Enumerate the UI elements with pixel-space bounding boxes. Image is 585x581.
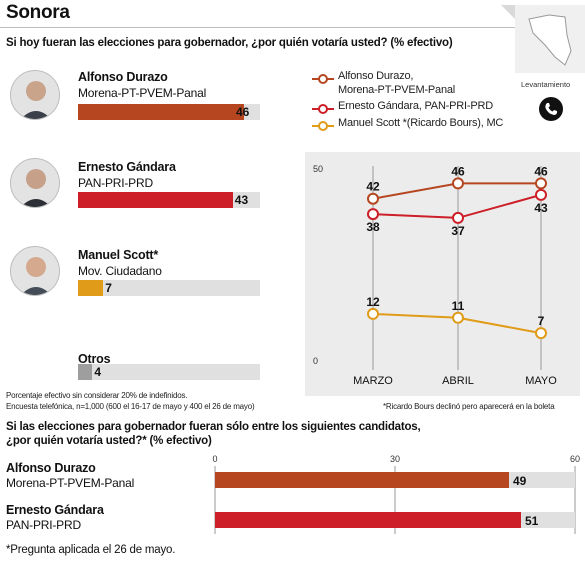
bar-value-label: 43 (234, 193, 249, 207)
data-label: 46 (451, 164, 465, 178)
candidate-name: Manuel Scott* (78, 248, 159, 262)
bar (215, 472, 509, 488)
candidate-name: Otros (78, 352, 111, 366)
data-point (367, 192, 379, 205)
candidate-name: Ernesto Gándara (6, 503, 104, 517)
data-label: 38 (366, 220, 380, 234)
data-label: 43 (534, 201, 548, 215)
data-point (535, 327, 547, 340)
title-divider (0, 27, 585, 28)
x-tick-label: MAYO (525, 375, 557, 387)
avatar-durazo (10, 70, 60, 120)
person-icon (20, 169, 52, 207)
bar-track (78, 280, 260, 296)
data-label: 7 (538, 314, 545, 328)
corner-fold (501, 5, 515, 19)
candidate-party: Mov. Ciudadano (78, 264, 162, 278)
second-question-line1: Si las elecciones para gobernador fueran… (6, 421, 421, 433)
bar-value-label: 4 (94, 365, 102, 379)
bar-value-label: 7 (105, 281, 112, 295)
data-point (535, 177, 547, 190)
bar (78, 364, 93, 380)
bar-chart-two-candidates: 0 30 60 49 51 (212, 454, 580, 534)
legend-label: Morena-PT-PVEM-Panal (338, 84, 456, 96)
candidate-name: Alfonso Durazo (6, 461, 96, 475)
data-point (452, 311, 464, 324)
legend-marker (312, 121, 334, 131)
person-icon (20, 81, 52, 119)
page-title: Sonora (6, 2, 70, 23)
data-point (367, 307, 379, 320)
legend-marker (312, 74, 334, 84)
chart-legend: Alfonso Durazo, Morena-PT-PVEM-Panal Ern… (312, 70, 522, 140)
data-label: 37 (451, 224, 465, 238)
bar-value-label: 46 (236, 105, 250, 119)
candidate-list: Alfonso Durazo Morena-PT-PVEM-Panal Erne… (0, 62, 300, 392)
legend-label: Manuel Scott *(Ricardo Bours), MC (338, 117, 504, 129)
bar-value-label: 49 (513, 474, 527, 488)
candidate-party: PAN-PRI-PRD (6, 518, 81, 532)
note-effective: Porcentaje efectivo sin considerar 20% d… (6, 391, 188, 400)
x-tick-label: 60 (570, 454, 580, 464)
footer-note: *Pregunta aplicada el 26 de mayo. (6, 544, 176, 556)
bar (215, 512, 521, 528)
data-point (535, 188, 547, 201)
data-point (367, 208, 379, 221)
legend-label: Ernesto Gándara, PAN-PRI-PRD (338, 100, 493, 112)
data-label: 46 (534, 164, 548, 178)
line-chart: 50 0 MARZO ABRIL MAYO 42 46 46 38 37 43 12 11 7 (313, 164, 557, 387)
main-question: Si hoy fueran las elecciones para gobern… (6, 37, 453, 49)
bar (78, 280, 104, 296)
data-point (452, 211, 464, 224)
x-tick-label: 30 (390, 454, 400, 464)
legend-label: Alfonso Durazo, (338, 70, 414, 82)
x-tick-label: 0 (212, 454, 217, 464)
levantamiento-label: Levantamiento (521, 80, 571, 89)
data-label: 12 (366, 295, 380, 309)
bar-value-label: 51 (525, 514, 539, 528)
sonora-map-icon (528, 14, 572, 66)
bar (78, 192, 233, 208)
data-point (452, 177, 464, 190)
legend-marker (312, 104, 334, 114)
line-chart-background (305, 152, 580, 396)
candidate-party: Morena-PT-PVEM-Panal (78, 86, 207, 100)
sonora-map (515, 5, 585, 73)
phone-icon (539, 97, 563, 121)
bar (78, 104, 244, 120)
bar-track (78, 364, 260, 380)
x-tick-label: ABRIL (442, 375, 474, 387)
bar-chart-main: 46 43 7 4 (0, 62, 300, 392)
x-tick-label: MARZO (353, 375, 393, 387)
note-survey: Encuesta telefónica, n=1,000 (600 el 16-… (6, 402, 255, 411)
data-label: 11 (452, 299, 465, 313)
note-bours: *Ricardo Bours declinó pero aparecerá en… (383, 402, 555, 411)
candidate-party: Morena-PT-PVEM-Panal (6, 476, 135, 490)
candidate-party: PAN-PRI-PRD (78, 176, 153, 190)
second-question-line2: ¿por quién votaría usted?* (% efectivo) (6, 435, 212, 447)
avatar-gandara (10, 158, 60, 208)
data-label: 42 (366, 180, 380, 194)
person-icon (20, 257, 52, 295)
y-tick-label: 0 (313, 356, 318, 366)
y-tick-label: 50 (313, 164, 323, 174)
avatar-scott (10, 246, 60, 296)
candidate-name: Alfonso Durazo (78, 70, 168, 84)
candidate-name: Ernesto Gándara (78, 160, 176, 174)
